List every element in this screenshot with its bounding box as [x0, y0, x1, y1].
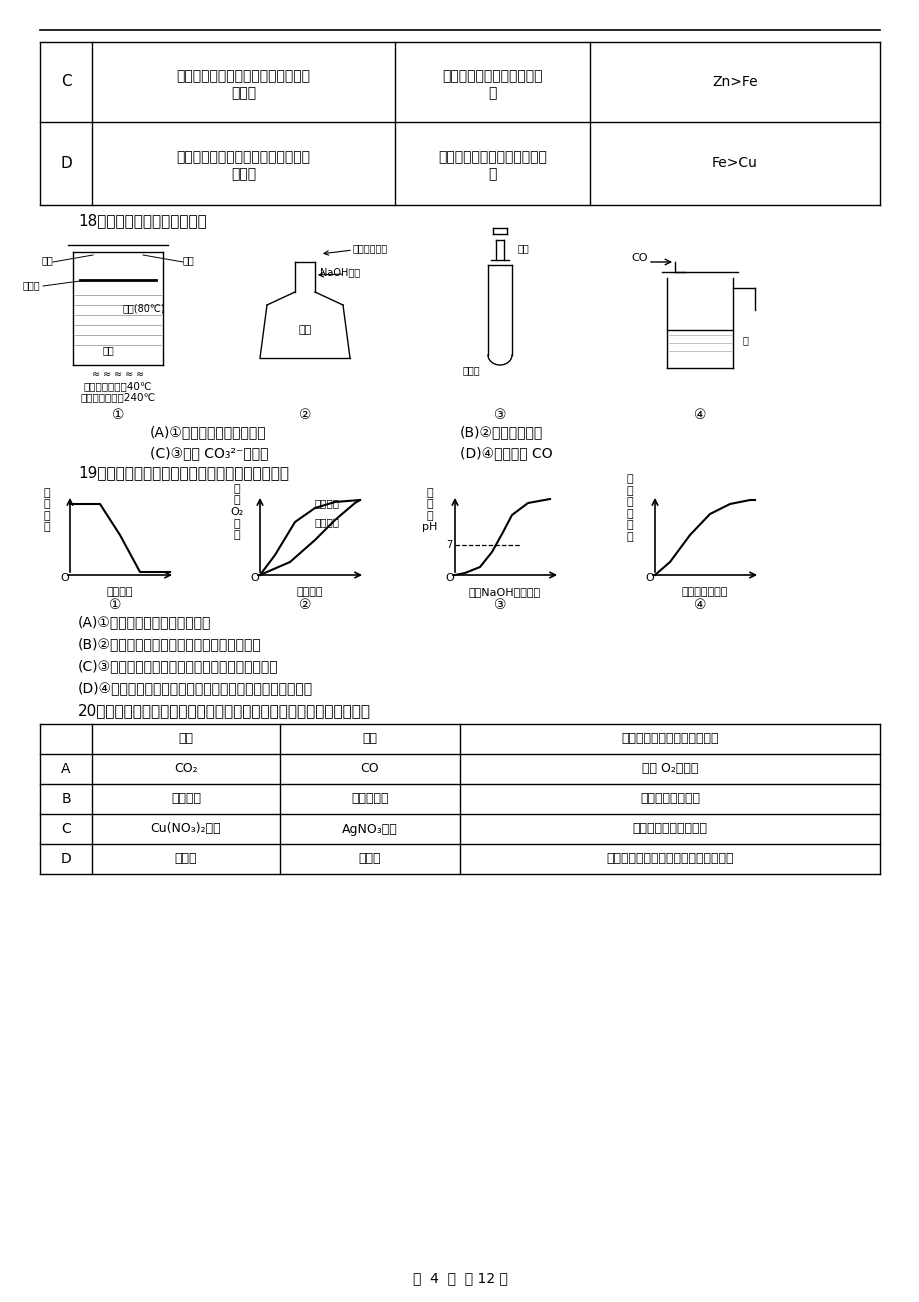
Text: 氯化钙: 氯化钙: [358, 853, 380, 866]
Text: 象: 象: [488, 167, 496, 181]
Text: (C)③向一定体积的稀盐酸中逐滴加入氢氧化钠溶液: (C)③向一定体积的稀盐酸中逐滴加入氢氧化钠溶液: [78, 659, 278, 673]
Text: D: D: [61, 852, 72, 866]
Text: 溶
液
的
pH: 溶 液 的 pH: [422, 488, 437, 533]
Text: ≈: ≈: [125, 368, 133, 379]
Text: ③: ③: [494, 408, 505, 422]
Text: Zn>Fe: Zn>Fe: [711, 76, 757, 89]
Text: 18．下列实验能达到目的的是: 18．下列实验能达到目的的是: [78, 214, 207, 228]
Text: C: C: [61, 74, 72, 90]
Text: 加入NaOH溶液质量: 加入NaOH溶液质量: [469, 587, 540, 598]
Text: 分别将锌粉与铁丝放入相同浓度的稀: 分别将锌粉与铁丝放入相同浓度的稀: [176, 69, 311, 83]
Text: 物质: 物质: [178, 733, 193, 746]
Text: 7: 7: [446, 540, 451, 549]
Text: O: O: [250, 573, 259, 583]
Text: 水: 水: [742, 335, 747, 345]
Text: 红磷: 红磷: [183, 255, 195, 266]
Text: Cu(NO₃)₂溶液: Cu(NO₃)₂溶液: [151, 823, 221, 836]
Text: ≈: ≈: [103, 368, 111, 379]
Text: ④: ④: [693, 598, 706, 612]
Text: (C)③检验 CO₃²⁻的存在: (C)③检验 CO₃²⁻的存在: [150, 447, 268, 460]
Text: 加入硝酸钾质量: 加入硝酸钾质量: [681, 587, 728, 598]
Text: ③: ③: [494, 598, 505, 612]
Text: 盐酸中: 盐酸中: [231, 86, 255, 100]
Text: 无催化剂: 无催化剂: [314, 517, 340, 527]
Text: (D)④某温度下，向一定量饱和硝酸钾溶液中加人硝酸钾晶体: (D)④某温度下，向一定量饱和硝酸钾溶液中加人硝酸钾晶体: [78, 681, 312, 695]
Text: 反应时间: 反应时间: [297, 587, 323, 598]
Text: 生
成
O₂
质
量: 生 成 O₂ 质 量: [230, 484, 244, 540]
Text: ②: ②: [299, 598, 311, 612]
Text: 盐酸: 盐酸: [517, 243, 529, 253]
Text: 19．下列四个图像能正确反映其对应实验操作的是: 19．下列四个图像能正确反映其对应实验操作的是: [78, 466, 289, 480]
Text: 碳酸钙: 碳酸钙: [175, 853, 197, 866]
Text: 白磷: 白磷: [102, 345, 114, 355]
Text: 快: 快: [488, 86, 496, 100]
Text: 化肥: 化肥: [298, 326, 312, 335]
Text: 薄铜片: 薄铜片: [22, 280, 40, 290]
Text: 铁丝表面产生气泡，铜丝无现: 铁丝表面产生气泡，铜丝无现: [437, 150, 546, 164]
Text: 通过氢氧化钠溶液: 通过氢氧化钠溶液: [640, 793, 699, 806]
Text: 盐酸中: 盐酸中: [231, 167, 255, 181]
Text: CO: CO: [630, 253, 647, 263]
Text: (B)②检验铵态氮肥: (B)②检验铵态氮肥: [460, 424, 542, 439]
Text: 白磷: 白磷: [41, 255, 53, 266]
Text: 杂质: 杂质: [362, 733, 377, 746]
Text: ②: ②: [299, 408, 311, 422]
Text: CO: CO: [360, 763, 379, 776]
Text: 有催化剂: 有催化剂: [314, 497, 340, 508]
Text: 第  4  页  共 12 页: 第 4 页 共 12 页: [412, 1271, 507, 1285]
Text: ≈: ≈: [92, 368, 100, 379]
Text: A: A: [62, 762, 71, 776]
Text: 蓝色石蕊试纸: 蓝色石蕊试纸: [353, 243, 388, 253]
Text: 热水(80℃): 热水(80℃): [123, 303, 165, 312]
Text: 氯化氢气体: 氯化氢气体: [351, 793, 389, 806]
Text: O: O: [445, 573, 454, 583]
Text: 除杂质选用的试剂和操作方法: 除杂质选用的试剂和操作方法: [620, 733, 718, 746]
Text: NaOH溶液: NaOH溶液: [320, 267, 359, 277]
Text: ≈: ≈: [136, 368, 144, 379]
Text: ≈: ≈: [114, 368, 122, 379]
Text: 溶
质
质
量
分
数: 溶 质 质 量 分 数: [626, 474, 632, 542]
Text: (B)②用等质量、等浓度的双氧水分别制取氧气: (B)②用等质量、等浓度的双氧水分别制取氧气: [78, 637, 262, 651]
Text: 固
体
质
量: 固 体 质 量: [43, 488, 51, 533]
Text: 加入过量的铜粉，过滤: 加入过量的铜粉，过滤: [632, 823, 707, 836]
Text: 20．除去下列物质中混有的杂质，所选用的试剂及操作方法均正确的是: 20．除去下列物质中混有的杂质，所选用的试剂及操作方法均正确的是: [78, 703, 370, 719]
Text: C: C: [61, 822, 71, 836]
Text: ①: ①: [111, 408, 124, 422]
Text: 未知物: 未知物: [462, 365, 480, 375]
Text: 红磷的着火点为240℃: 红磷的着火点为240℃: [80, 392, 155, 402]
Text: 分别将铁丝与铜丝放入相同浓度的稀: 分别将铁丝与铜丝放入相同浓度的稀: [176, 150, 311, 164]
Text: 二氧化碳: 二氧化碳: [171, 793, 200, 806]
Text: ①: ①: [108, 598, 121, 612]
Text: (D)④用水吸收 CO: (D)④用水吸收 CO: [460, 447, 552, 460]
Text: 白磷的着火点为40℃: 白磷的着火点为40℃: [84, 381, 152, 391]
Text: (A)①验证可燃物燃烧的条件: (A)①验证可燃物燃烧的条件: [150, 424, 267, 439]
Text: 通入 O₂，点燃: 通入 O₂，点燃: [641, 763, 698, 776]
Text: CO₂: CO₂: [174, 763, 198, 776]
Text: O: O: [645, 573, 653, 583]
Text: 锌粉产生气泡的速率比铁丝: 锌粉产生气泡的速率比铁丝: [442, 69, 542, 83]
Text: 反应时间: 反应时间: [107, 587, 133, 598]
Text: D: D: [60, 155, 72, 171]
Text: 加入足量的水溶解，过滤、洗涤、干燥: 加入足量的水溶解，过滤、洗涤、干燥: [606, 853, 733, 866]
Text: O: O: [61, 573, 69, 583]
Text: ④: ④: [693, 408, 706, 422]
Text: Fe>Cu: Fe>Cu: [711, 156, 757, 171]
Text: (A)①高温煅烧一定质量的石灰石: (A)①高温煅烧一定质量的石灰石: [78, 615, 211, 629]
Text: AgNO₃溶液: AgNO₃溶液: [342, 823, 397, 836]
Text: B: B: [62, 792, 71, 806]
